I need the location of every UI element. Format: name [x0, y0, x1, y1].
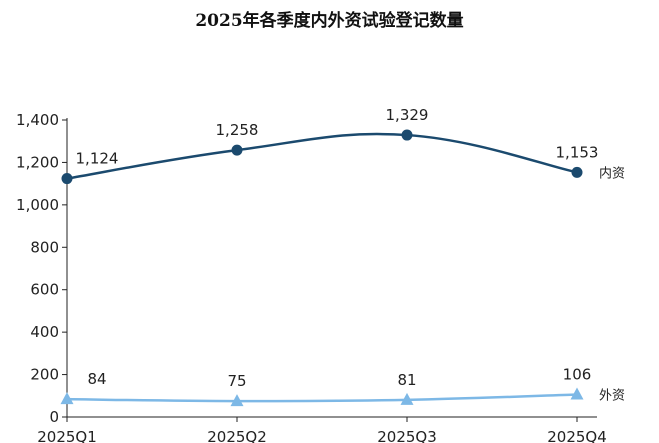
data-point: [61, 173, 73, 185]
y-tick-label: 400: [30, 323, 59, 341]
x-tick-label: 2025Q1: [37, 428, 97, 443]
data-point: [231, 144, 243, 156]
y-tick-label: 600: [30, 281, 59, 299]
series-line-foreign: [66, 393, 578, 403]
y-tick-label: 200: [30, 366, 59, 384]
chart-title: 2025年各季度内外资试验登记数量: [195, 11, 464, 31]
data-point: [401, 129, 413, 141]
x-tick-label: 2025Q3: [377, 428, 437, 443]
data-point: [570, 387, 584, 400]
data-point: [230, 394, 244, 407]
x-tick-label: 2025Q2: [207, 428, 267, 443]
series-label: 内资: [599, 165, 625, 181]
data-label: 1,124: [76, 150, 119, 168]
data-label: 106: [563, 366, 592, 384]
y-tick-label: 1,000: [16, 196, 59, 214]
y-tick-label: 1,200: [16, 153, 59, 171]
series-label: 外资: [599, 389, 625, 404]
data-label: 84: [87, 370, 106, 388]
y-tick-label: 800: [30, 238, 59, 256]
x-tick-label: 2025Q4: [547, 428, 607, 443]
data-label: 1,329: [386, 106, 429, 124]
data-label: 81: [397, 371, 416, 389]
data-label: 75: [227, 372, 246, 390]
data-point: [60, 392, 74, 405]
data-point: [571, 166, 583, 178]
data-label: 1,258: [216, 121, 259, 139]
y-tick-label: 0: [49, 408, 59, 426]
data-point: [400, 392, 414, 405]
data-label: 1,153: [556, 143, 599, 161]
y-tick-label: 1,400: [16, 111, 59, 129]
series-line-domestic: [66, 132, 578, 180]
